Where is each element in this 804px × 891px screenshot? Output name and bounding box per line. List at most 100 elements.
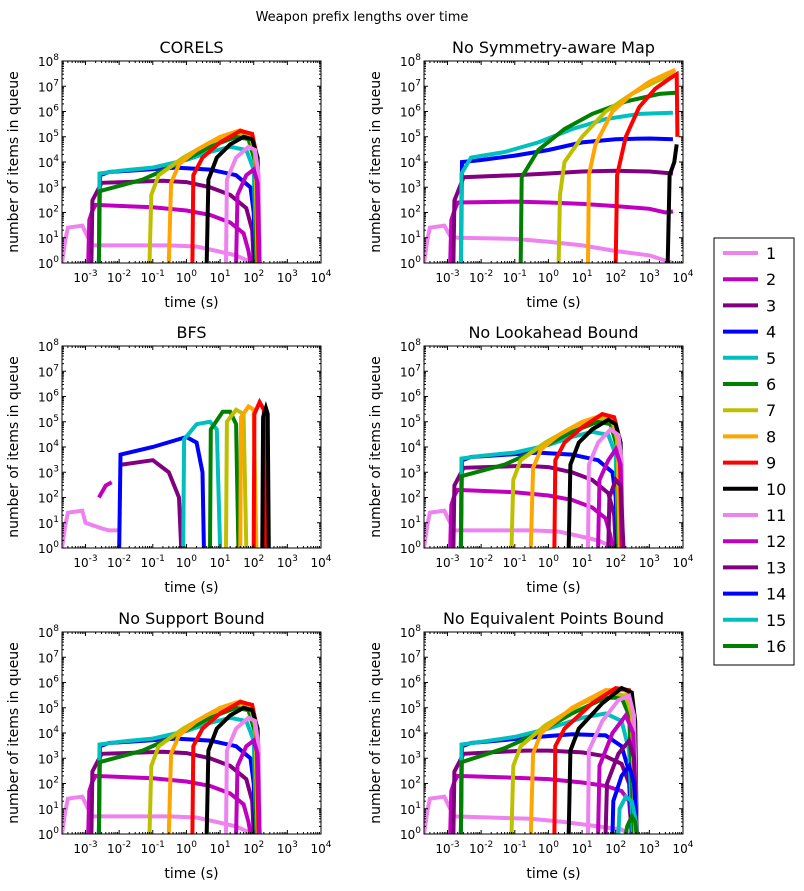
- y-tick-label: 104: [400, 439, 421, 455]
- legend-label: 4: [766, 323, 776, 342]
- x-tick-label: 10-3: [73, 554, 97, 570]
- legend-label: 8: [766, 427, 776, 446]
- x-tick-label: 104: [672, 269, 693, 285]
- y-tick-label: 101: [400, 230, 421, 246]
- legend-label: 11: [766, 506, 786, 525]
- x-tick-label: 103: [277, 554, 298, 570]
- series-line-7: [556, 72, 676, 263]
- series-line-8: [586, 67, 677, 263]
- legend-label: 1: [766, 244, 776, 263]
- x-tick-label: 104: [672, 554, 693, 570]
- legend-label: 3: [766, 296, 776, 315]
- series-line-12: [596, 711, 639, 834]
- y-tick-label: 105: [400, 414, 421, 430]
- x-tick-label: 10-1: [503, 840, 527, 856]
- x-tick-label: 10-3: [435, 269, 459, 285]
- series-line-6: [208, 409, 241, 548]
- x-tick-label: 101: [572, 840, 593, 856]
- y-tick-label: 101: [38, 515, 59, 531]
- legend-label: 10: [766, 480, 786, 499]
- chart-title: No Symmetry-aware Map: [452, 38, 655, 57]
- y-tick-label: 108: [400, 338, 421, 354]
- y-tick-label: 103: [400, 750, 421, 766]
- series-line-5: [458, 110, 673, 263]
- series-line-3: [451, 168, 674, 263]
- x-tick-label: 103: [277, 269, 298, 285]
- x-tick-label: 102: [243, 269, 264, 285]
- x-tick-label: 101: [572, 269, 593, 285]
- x-tick-label: 100: [538, 840, 559, 856]
- axes-frame: [61, 631, 322, 835]
- series-line-6: [96, 134, 259, 263]
- x-tick-label: 10-2: [469, 269, 493, 285]
- chart-title: No Equivalent Points Bound: [443, 609, 664, 628]
- y-axis-label: number of items in queue: [6, 642, 22, 823]
- y-tick-label: 105: [400, 700, 421, 716]
- y-tick-label: 104: [38, 725, 59, 741]
- x-tick-label: 10-2: [107, 840, 131, 856]
- y-tick-label: 105: [38, 129, 59, 145]
- chart-title: BFS: [176, 323, 206, 342]
- x-tick-label: 101: [210, 554, 231, 570]
- series-line-5: [96, 144, 259, 263]
- series-line-9: [613, 70, 680, 263]
- legend-label: 5: [766, 349, 776, 368]
- x-axis-label: time (s): [164, 295, 218, 311]
- plot-area: [62, 346, 321, 548]
- y-tick-label: 101: [400, 515, 421, 531]
- y-tick-label: 103: [38, 750, 59, 766]
- y-tick-label: 108: [400, 53, 421, 69]
- y-tick-label: 100: [38, 540, 59, 556]
- series-line-11: [224, 144, 262, 263]
- legend-label: 12: [766, 532, 786, 551]
- series-line-1: [424, 223, 674, 263]
- axes-frame: [423, 631, 684, 835]
- y-tick-label: 104: [400, 154, 421, 170]
- legend-label: 6: [766, 375, 776, 394]
- x-tick-label: 10-1: [503, 269, 527, 285]
- x-tick-label: 103: [639, 269, 660, 285]
- y-tick-label: 108: [400, 624, 421, 640]
- x-tick-label: 104: [672, 840, 693, 856]
- chart-panel: 10-3 10-2 10-1 100 101 102 103 104 100 101 102 103 1…: [6, 323, 332, 596]
- chart-panel: 10-3 10-2 10-1 100 101 102 103 104 100 101 102 103 1…: [6, 609, 332, 882]
- x-tick-label: 10-3: [73, 269, 97, 285]
- x-tick-label: 101: [210, 269, 231, 285]
- x-tick-label: 100: [538, 554, 559, 570]
- x-axis-label: time (s): [164, 866, 218, 882]
- series-line-11: [586, 692, 639, 834]
- x-tick-label: 102: [605, 554, 626, 570]
- x-tick-label: 103: [277, 840, 298, 856]
- y-tick-label: 107: [400, 363, 421, 379]
- y-tick-label: 106: [38, 104, 59, 120]
- y-tick-label: 108: [38, 624, 59, 640]
- legend-label: 2: [766, 270, 776, 289]
- axes-frame: [61, 345, 322, 549]
- series-line-10: [665, 144, 679, 263]
- x-tick-label: 102: [243, 840, 264, 856]
- x-tick-label: 10-1: [141, 269, 165, 285]
- x-tick-label: 10-1: [141, 840, 165, 856]
- chart-panels: 10-3 10-2 10-1 100 101 102 103 104 100 101 102 103 1…: [6, 38, 694, 882]
- x-tick-label: 102: [605, 840, 626, 856]
- chart-title: No Support Bound: [118, 609, 264, 628]
- x-tick-label: 102: [605, 269, 626, 285]
- y-tick-label: 106: [38, 389, 59, 405]
- y-tick-label: 106: [38, 675, 59, 691]
- y-tick-label: 104: [400, 725, 421, 741]
- y-tick-label: 107: [400, 78, 421, 94]
- y-tick-label: 103: [400, 464, 421, 480]
- x-tick-label: 101: [210, 840, 231, 856]
- x-axis-label: time (s): [526, 866, 580, 882]
- chart-panel: 10-3 10-2 10-1 100 101 102 103 104 100 101 102 103 1…: [368, 609, 694, 882]
- y-tick-label: 102: [400, 776, 421, 792]
- legend-label: 15: [766, 611, 786, 630]
- y-tick-label: 102: [38, 776, 59, 792]
- series-line-6: [458, 419, 621, 548]
- x-tick-label: 100: [538, 269, 559, 285]
- series-line-11: [586, 426, 625, 548]
- y-tick-label: 104: [38, 439, 59, 455]
- y-tick-label: 107: [400, 649, 421, 665]
